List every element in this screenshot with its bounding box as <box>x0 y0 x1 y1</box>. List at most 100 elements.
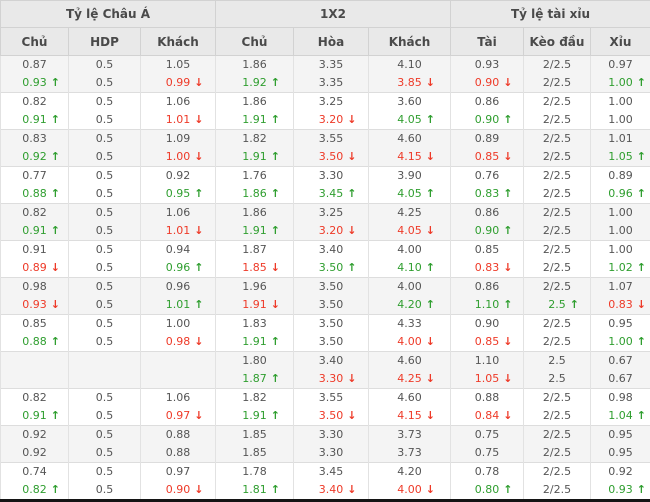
odds-cell-ou-over: 0.89 <box>451 130 524 149</box>
group-header-1x2: 1X2 <box>216 1 451 28</box>
odds-cell-asian-away: 1.06 <box>141 204 216 223</box>
odds-cell-asian-away: 0.88 <box>141 426 216 445</box>
odds-cell-ou-handicap: 2/2.5 <box>524 185 591 204</box>
odds-cell-ou-over: 1.10 <box>451 352 524 371</box>
odds-cell-1x2-draw: 3.55 <box>294 130 369 149</box>
odds-cell-ou-over: 0.83↑ <box>451 185 524 204</box>
odds-cell-ou-over: 0.76 <box>451 167 524 186</box>
odds-cell-asian-hdp <box>69 352 141 371</box>
odds-cell-ou-handicap: 2/2.5 <box>524 56 591 75</box>
trend-down-icon: ↓ <box>426 333 435 351</box>
odds-cell-ou-handicap: 2/2.5 <box>524 111 591 130</box>
trend-down-icon: ↓ <box>426 407 435 425</box>
odds-cell-asian-home: 0.92 <box>1 426 69 445</box>
odds-cell-ou-under: 0.98 <box>591 389 650 408</box>
trend-up-icon: ↑ <box>271 407 280 425</box>
odds-cell-asian-hdp: 0.5 <box>69 426 141 445</box>
odds-cell-1x2-draw: 3.30 <box>294 167 369 186</box>
odds-cell-ou-over: 0.75 <box>451 426 524 445</box>
col-header-1x2-draw: Hòa <box>294 28 369 56</box>
odds-cell-ou-under: 1.02↑ <box>591 259 650 278</box>
odds-cell-ou-handicap: 2/2.5 <box>524 222 591 241</box>
odds-cell-ou-handicap: 2/2.5 <box>524 333 591 352</box>
trend-up-icon: ↑ <box>271 333 280 351</box>
trend-up-icon: ↑ <box>51 185 60 203</box>
trend-up-icon: ↑ <box>637 407 646 425</box>
odds-cell-1x2-home: 1.86 <box>216 93 294 112</box>
trend-down-icon: ↓ <box>637 296 646 314</box>
odds-cell-1x2-away: 4.15↓ <box>369 148 451 167</box>
trend-up-icon: ↑ <box>637 481 646 499</box>
trend-down-icon: ↓ <box>271 296 280 314</box>
trend-down-icon: ↓ <box>503 407 512 425</box>
odds-cell-1x2-away: 4.05↓ <box>369 222 451 241</box>
odds-cell-1x2-home: 1.91↑ <box>216 333 294 352</box>
odds-cell-ou-handicap: 2/2.5 <box>524 93 591 112</box>
trend-up-icon: ↑ <box>194 296 203 314</box>
odds-cell-1x2-home: 1.83 <box>216 315 294 334</box>
odds-cell-1x2-away: 3.60 <box>369 93 451 112</box>
odds-cell-asian-home: 0.91↑ <box>1 222 69 241</box>
odds-cell-1x2-home: 1.96 <box>216 278 294 297</box>
odds-cell-ou-under: 1.04↑ <box>591 407 650 426</box>
odds-cell-asian-home: 0.82 <box>1 389 69 408</box>
odds-cell-asian-home: 0.87 <box>1 56 69 75</box>
trend-up-icon: ↑ <box>271 481 280 499</box>
odds-cell-asian-away: 0.96↑ <box>141 259 216 278</box>
odds-cell-asian-hdp: 0.5 <box>69 130 141 149</box>
group-header-asian: Tỷ lệ Châu Á <box>1 1 216 28</box>
odds-cell-ou-under: 0.67 <box>591 370 650 389</box>
odds-cell-asian-away <box>141 352 216 371</box>
odds-cell-1x2-away: 4.60 <box>369 130 451 149</box>
trend-down-icon: ↓ <box>347 148 356 166</box>
odds-cell-1x2-draw: 3.45↑ <box>294 185 369 204</box>
odds-cell-ou-over: 1.10↑ <box>451 296 524 315</box>
odds-cell-asian-hdp: 0.5 <box>69 222 141 241</box>
odds-cell-ou-under: 0.97 <box>591 56 650 75</box>
trend-up-icon: ↑ <box>271 148 280 166</box>
odds-cell-ou-under: 1.00 <box>591 241 650 260</box>
odds-cell-asian-hdp: 0.5 <box>69 481 141 499</box>
odds-cell-1x2-away: 3.90 <box>369 167 451 186</box>
odds-cell-asian-hdp: 0.5 <box>69 56 141 75</box>
odds-cell-1x2-away: 4.33 <box>369 315 451 334</box>
odds-cell-asian-home: 0.88↑ <box>1 333 69 352</box>
odds-cell-1x2-away: 4.25 <box>369 204 451 223</box>
odds-cell-1x2-home: 1.86↑ <box>216 185 294 204</box>
odds-cell-ou-under: 1.01 <box>591 130 650 149</box>
odds-cell-asian-away: 0.94 <box>141 241 216 260</box>
odds-cell-ou-handicap: 2/2.5 <box>524 148 591 167</box>
odds-cell-ou-handicap: 2/2.5 <box>524 444 591 463</box>
trend-up-icon: ↑ <box>194 259 203 277</box>
trend-down-icon: ↓ <box>51 259 60 277</box>
trend-up-icon: ↑ <box>51 407 60 425</box>
odds-cell-ou-over: 0.83↓ <box>451 259 524 278</box>
trend-up-icon: ↑ <box>194 185 203 203</box>
odds-cell-1x2-away: 4.00 <box>369 278 451 297</box>
odds-cell-1x2-home: 1.82 <box>216 389 294 408</box>
odds-cell-asian-hdp: 0.5 <box>69 315 141 334</box>
odds-cell-asian-away: 1.06 <box>141 93 216 112</box>
trend-down-icon: ↓ <box>503 259 512 277</box>
odds-cell-asian-home <box>1 352 69 371</box>
odds-cell-asian-home <box>1 370 69 389</box>
odds-cell-ou-under: 0.95 <box>591 426 650 445</box>
odds-cell-asian-home: 0.92↑ <box>1 148 69 167</box>
odds-cell-1x2-draw: 3.45 <box>294 463 369 482</box>
odds-cell-ou-over: 0.93 <box>451 56 524 75</box>
odds-cell-ou-under: 1.00↑ <box>591 74 650 93</box>
odds-cell-ou-over: 0.85↓ <box>451 333 524 352</box>
odds-cell-1x2-draw: 3.30↓ <box>294 370 369 389</box>
col-header-asian-home: Chủ <box>1 28 69 56</box>
odds-cell-ou-handicap: 2/2.5 <box>524 130 591 149</box>
